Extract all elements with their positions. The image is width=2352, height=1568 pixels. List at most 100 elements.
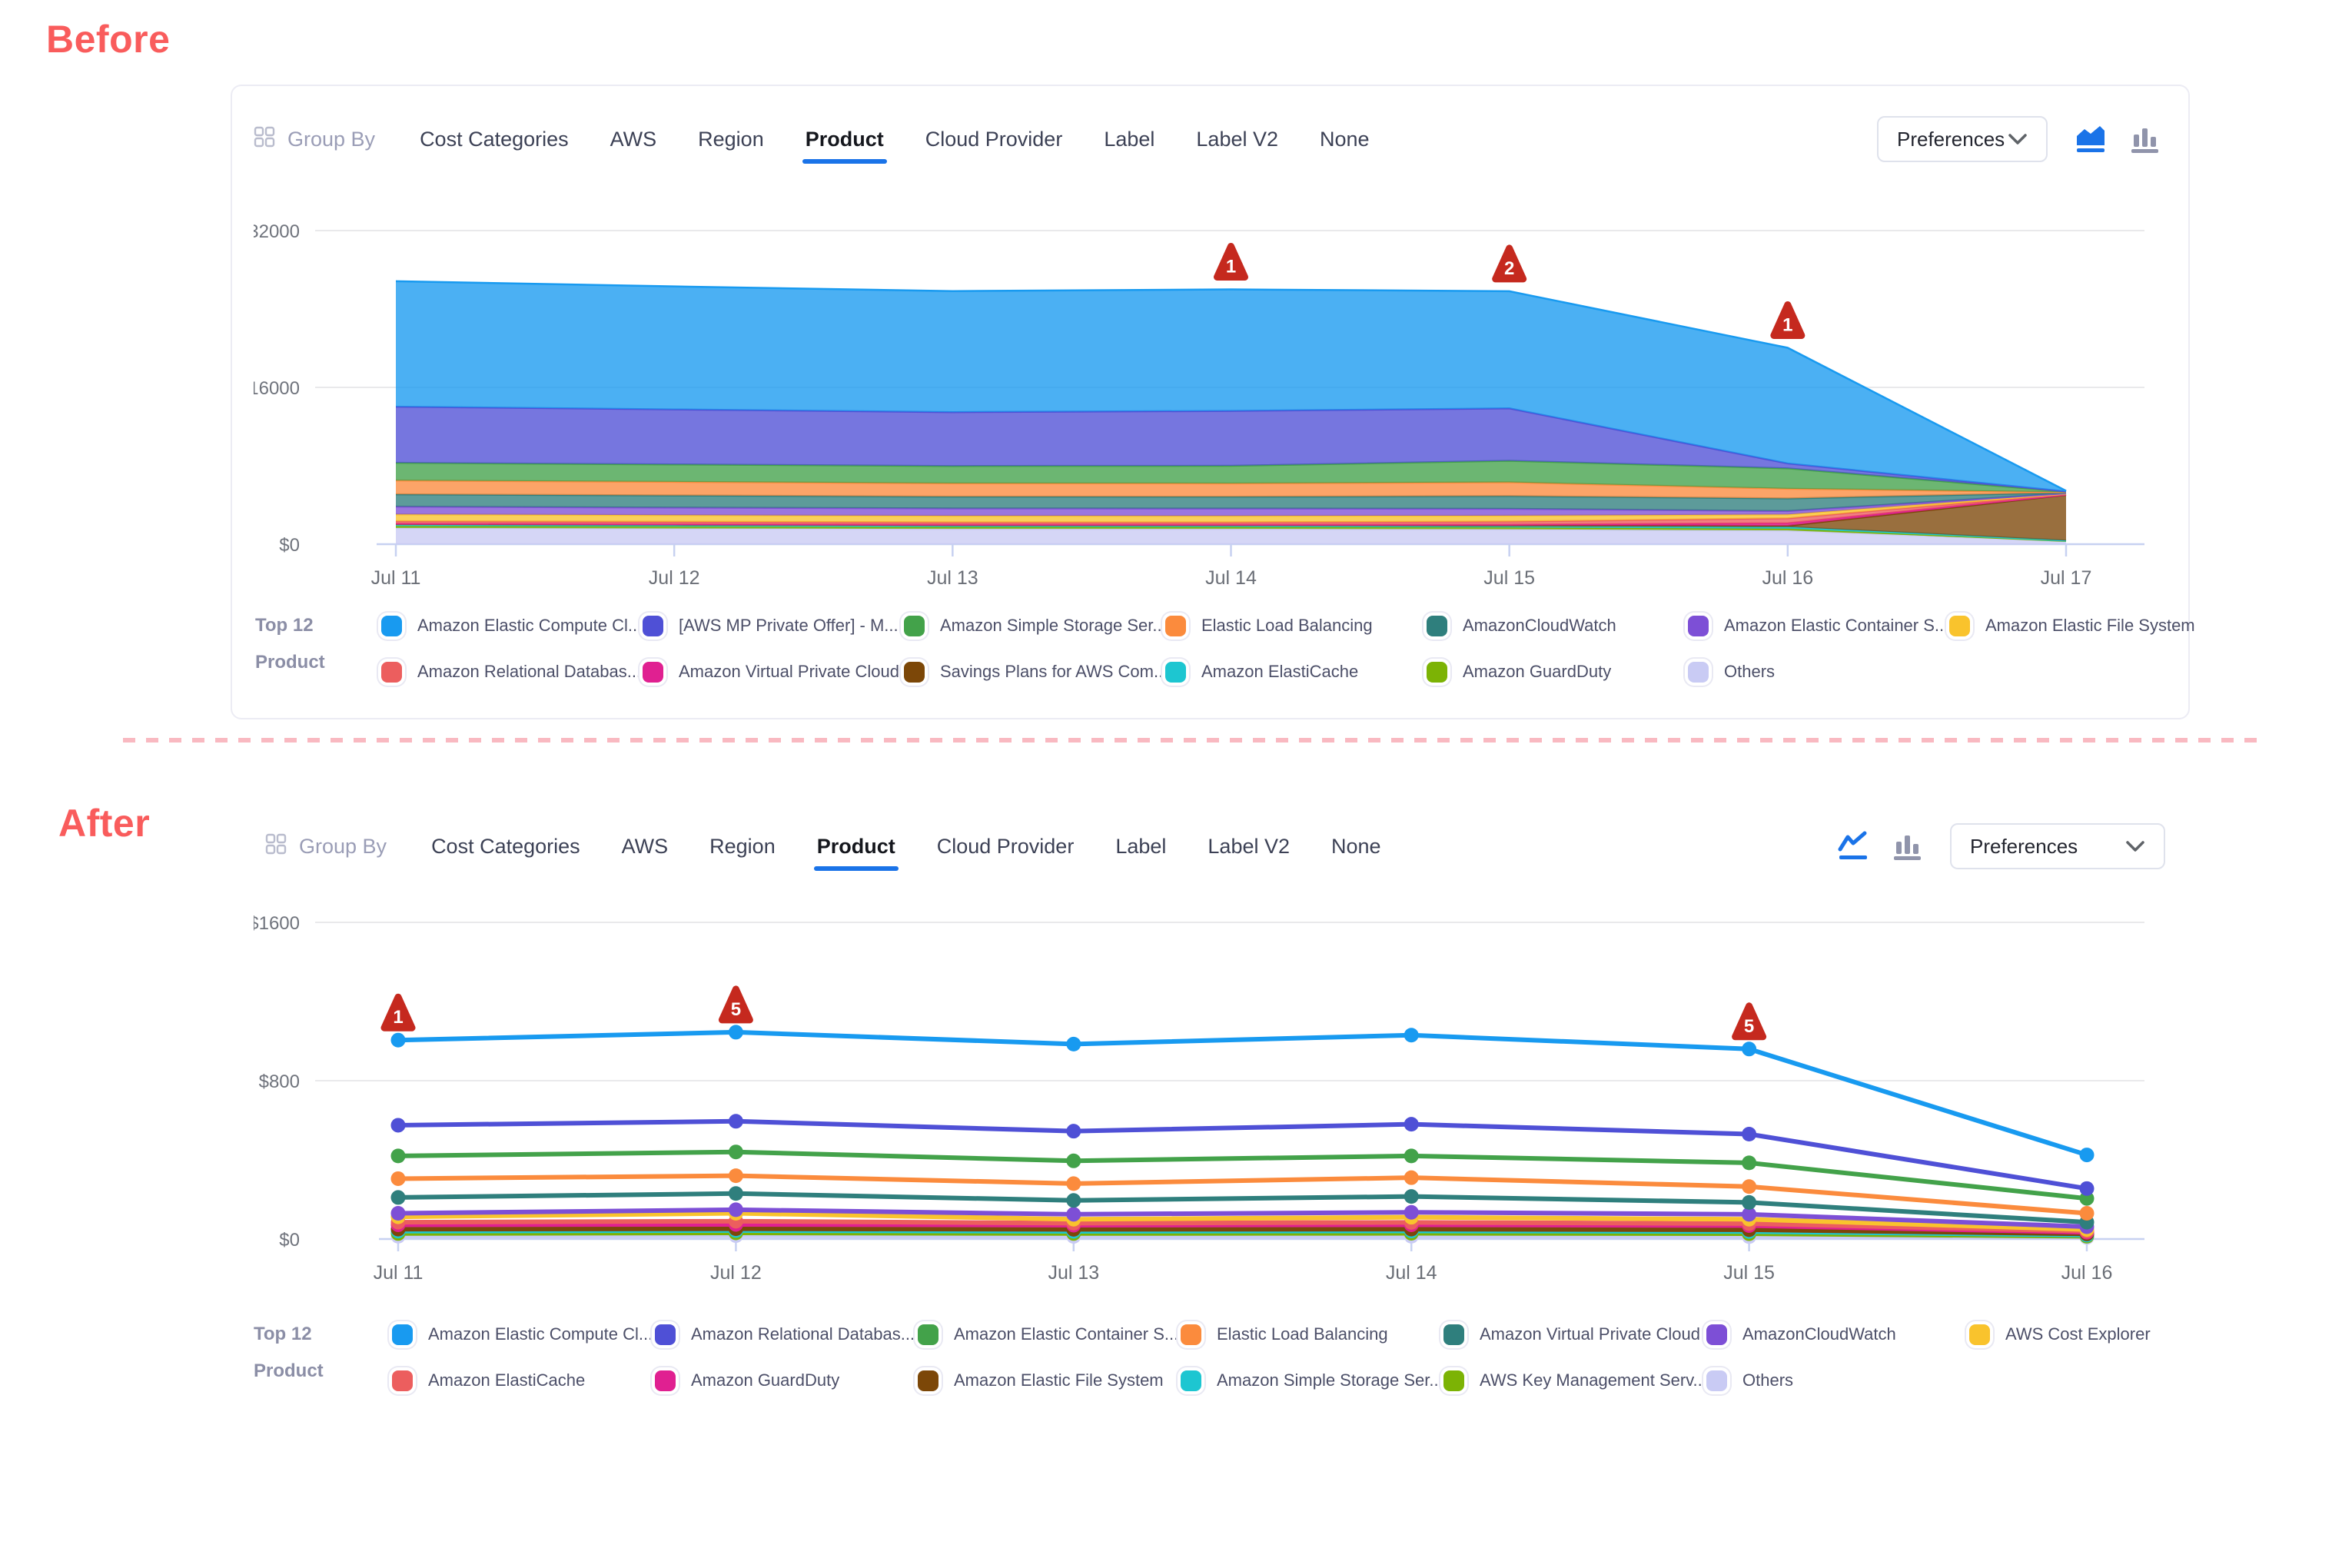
preferences-dropdown[interactable]: Preferences — [1950, 823, 2165, 869]
legend-title-line2: Product — [255, 652, 325, 673]
legend-item-amazon-elasticache[interactable]: Amazon ElastiCache — [1165, 653, 1427, 690]
anomaly-badge[interactable]: 5 — [1732, 1002, 1767, 1041]
bar-chart-icon[interactable] — [1890, 831, 1924, 862]
legend-item-label: Others — [1742, 1370, 1794, 1390]
anomaly-badge[interactable]: 5 — [718, 985, 753, 1024]
legend-swatch — [904, 661, 925, 683]
legend-item-amazon-relational-databas[interactable]: Amazon Relational Databas... — [381, 653, 643, 690]
legend-item-label: Amazon Elastic File System — [1985, 616, 2195, 635]
group-by-grid-icon — [265, 833, 287, 860]
legend-item-amazoncloudwatch[interactable]: AmazonCloudWatch — [1706, 1316, 1969, 1353]
svg-text:Jul 16: Jul 16 — [2061, 1262, 2113, 1284]
tab-label-v2[interactable]: Label V2 — [1208, 834, 1290, 858]
legend-item-savings-plans-for-aws-com[interactable]: Savings Plans for AWS Com... — [904, 653, 1168, 690]
anomaly-badge[interactable]: 1 — [1214, 243, 1248, 281]
legend-swatch — [1165, 615, 1186, 636]
tab-none[interactable]: None — [1320, 127, 1370, 151]
before-controls: Preferences — [1877, 116, 2161, 162]
legend-item-label: Elastic Load Balancing — [1201, 616, 1373, 635]
svg-text:1: 1 — [393, 1007, 403, 1028]
bar-chart-icon[interactable] — [2128, 124, 2161, 154]
tab-label[interactable]: Label — [1115, 834, 1167, 858]
svg-text:Jul 14: Jul 14 — [1205, 567, 1257, 589]
tab-region[interactable]: Region — [709, 834, 776, 858]
preferences-dropdown[interactable]: Preferences — [1877, 116, 2048, 162]
svg-text:$32000: $32000 — [254, 221, 300, 242]
tab-cloud-provider[interactable]: Cloud Provider — [925, 127, 1063, 151]
line-chart-icon[interactable] — [1836, 831, 1870, 862]
legend-item-amazon-virtual-private-cloud[interactable]: Amazon Virtual Private Cloud — [1443, 1316, 1706, 1353]
legend-item-amazon-elastic-compute-cl[interactable]: Amazon Elastic Compute Cl... — [381, 607, 643, 644]
legend-swatch — [1706, 1324, 1727, 1345]
legend-item-amazon-elastic-compute-cl[interactable]: Amazon Elastic Compute Cl... — [392, 1316, 655, 1353]
legend-item-label: Savings Plans for AWS Com... — [940, 662, 1168, 681]
svg-text:5: 5 — [731, 999, 741, 1020]
tab-cloud-provider[interactable]: Cloud Provider — [936, 834, 1075, 858]
tab-label[interactable]: Label — [1104, 127, 1155, 151]
svg-text:1: 1 — [1782, 314, 1792, 335]
tab-aws[interactable]: AWS — [621, 834, 669, 858]
legend-item-aws-key-management-serv[interactable]: AWS Key Management Serv... — [1443, 1362, 1707, 1399]
legend-swatch — [904, 615, 925, 636]
legend-item-amazon-elastic-file-system[interactable]: Amazon Elastic File System — [1949, 607, 2211, 644]
svg-text:Jul 12: Jul 12 — [710, 1262, 762, 1284]
after-controls: Preferences — [1836, 823, 2165, 869]
legend-item-label: Amazon GuardDuty — [691, 1370, 840, 1390]
legend-item-elastic-load-balancing[interactable]: Elastic Load Balancing — [1165, 607, 1427, 644]
tab-none[interactable]: None — [1331, 834, 1381, 858]
legend-title-line2: Product — [254, 1360, 324, 1381]
chart-type-switcher — [1836, 831, 1924, 862]
svg-text:Jul 17: Jul 17 — [2041, 567, 2092, 589]
legend-item-label: Amazon ElastiCache — [428, 1370, 586, 1390]
legend-swatch — [643, 615, 663, 636]
before-chart[interactable]: $0 $16000 $32000 Jul 11 Jul 12 Jul 13 Jul 14 Ju… — [254, 206, 2160, 602]
legend-item-label: AWS Cost Explorer — [2005, 1324, 2151, 1344]
anomaly-badge[interactable]: 1 — [1770, 301, 1806, 339]
tab-aws[interactable]: AWS — [610, 127, 657, 151]
legend-item-amazon-simple-storage-ser[interactable]: Amazon Simple Storage Ser... — [1181, 1362, 1443, 1399]
anomaly-badge[interactable]: 2 — [1492, 244, 1527, 283]
legend-item-amazon-relational-databas[interactable]: Amazon Relational Databas... — [655, 1316, 918, 1353]
legend-item-aws-mp-private-offer-m[interactable]: [AWS MP Private Offer] - M... — [643, 607, 904, 644]
legend-swatch — [1688, 615, 1709, 636]
area-chart-icon[interactable] — [2074, 124, 2108, 154]
legend-swatch — [1427, 615, 1447, 636]
tab-cost-categories[interactable]: Cost Categories — [431, 834, 580, 858]
legend-swatch — [1443, 1370, 1464, 1391]
svg-text:$16000: $16000 — [254, 378, 300, 399]
legend-item-label: Others — [1724, 662, 1776, 681]
svg-text:Jul 13: Jul 13 — [1048, 1262, 1099, 1284]
legend-item-label: AWS Key Management Serv... — [1480, 1370, 1707, 1390]
legend-swatch — [392, 1324, 413, 1345]
legend-item-aws-cost-explorer[interactable]: AWS Cost Explorer — [1969, 1316, 2232, 1353]
legend-item-label: Amazon Elastic Container S... — [1724, 616, 1949, 635]
svg-text:2: 2 — [1504, 258, 1514, 279]
tab-product[interactable]: Product — [813, 834, 899, 871]
before-legend-title: Top 12 Product — [255, 607, 381, 690]
legend-item-label: AmazonCloudWatch — [1463, 616, 1616, 635]
legend-item-amazon-elastic-container-s[interactable]: Amazon Elastic Container S... — [918, 1316, 1181, 1353]
tab-label-v2[interactable]: Label V2 — [1196, 127, 1278, 151]
legend-item-amazon-simple-storage-ser[interactable]: Amazon Simple Storage Ser... — [904, 607, 1167, 644]
legend-item-amazon-elastic-container-s[interactable]: Amazon Elastic Container S... — [1688, 607, 1949, 644]
anomaly-badge[interactable]: 1 — [380, 993, 416, 1031]
tab-product[interactable]: Product — [802, 127, 887, 164]
legend-item-amazon-guardduty[interactable]: Amazon GuardDuty — [655, 1362, 918, 1399]
legend-item-others[interactable]: Others — [1706, 1362, 1969, 1399]
legend-item-amazon-elastic-file-system[interactable]: Amazon Elastic File System — [918, 1362, 1181, 1399]
legend-item-amazon-elasticache[interactable]: Amazon ElastiCache — [392, 1362, 655, 1399]
legend-item-amazoncloudwatch[interactable]: AmazonCloudWatch — [1427, 607, 1688, 644]
after-legend-title: Top 12 Product — [254, 1316, 392, 1399]
legend-item-amazon-guardduty[interactable]: Amazon GuardDuty — [1427, 653, 1688, 690]
legend-item-label: Amazon Elastic File System — [954, 1370, 1164, 1390]
legend-item-others[interactable]: Others — [1688, 653, 1949, 690]
tab-region[interactable]: Region — [698, 127, 764, 151]
after-legend: Top 12 Product Amazon Elastic Compute Cl… — [254, 1316, 2232, 1399]
after-chart[interactable]: $0 $800 $1600 Jul 11 Jul 12 Jul 13 Jul 14 Jul 1… — [254, 907, 2160, 1303]
tab-cost-categories[interactable]: Cost Categories — [420, 127, 569, 151]
legend-item-amazon-virtual-private-cloud[interactable]: Amazon Virtual Private Cloud — [643, 653, 904, 690]
group-by-label: Group By — [299, 834, 387, 858]
legend-item-label: AmazonCloudWatch — [1742, 1324, 1896, 1344]
group-by: Group By — [254, 126, 375, 153]
legend-item-elastic-load-balancing[interactable]: Elastic Load Balancing — [1181, 1316, 1443, 1353]
